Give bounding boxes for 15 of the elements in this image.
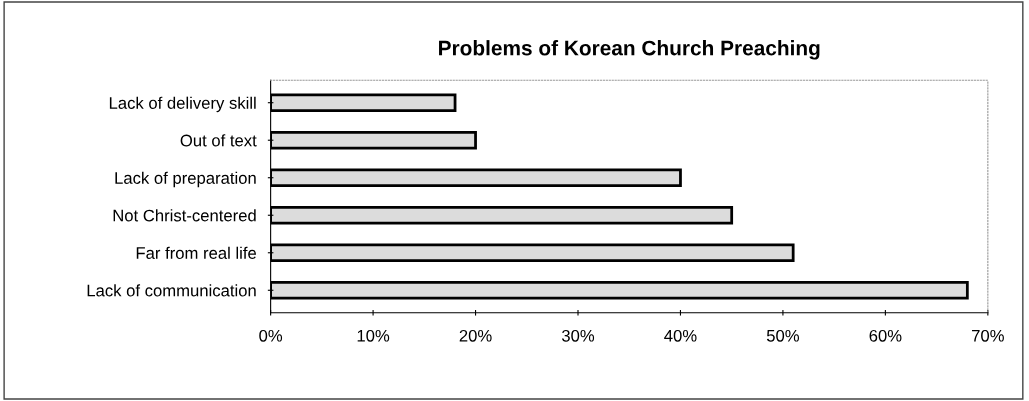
x-tick-label: 20% (459, 329, 492, 342)
x-tick-label: 50% (766, 329, 800, 342)
y-tick-label: Lack of communication (87, 284, 256, 297)
x-tick-label: 70% (972, 329, 1004, 342)
x-tick-label: 0% (259, 329, 283, 342)
y-tick-label: Lack of preparation (115, 171, 256, 188)
x-tick-label: 10% (357, 329, 390, 342)
y-tick-label: Far from real life (136, 246, 257, 259)
chart-title: Problems of Korean Church Preaching (439, 40, 820, 60)
x-tick-label: 30% (561, 329, 595, 342)
y-tick-label: Out of text (180, 134, 257, 147)
x-tick-label: 40% (664, 329, 697, 342)
y-tick-label: Lack of delivery skill (109, 96, 256, 113)
y-tick-label: Not Christ-centered (113, 209, 256, 222)
x-tick-label: 60% (869, 329, 902, 342)
